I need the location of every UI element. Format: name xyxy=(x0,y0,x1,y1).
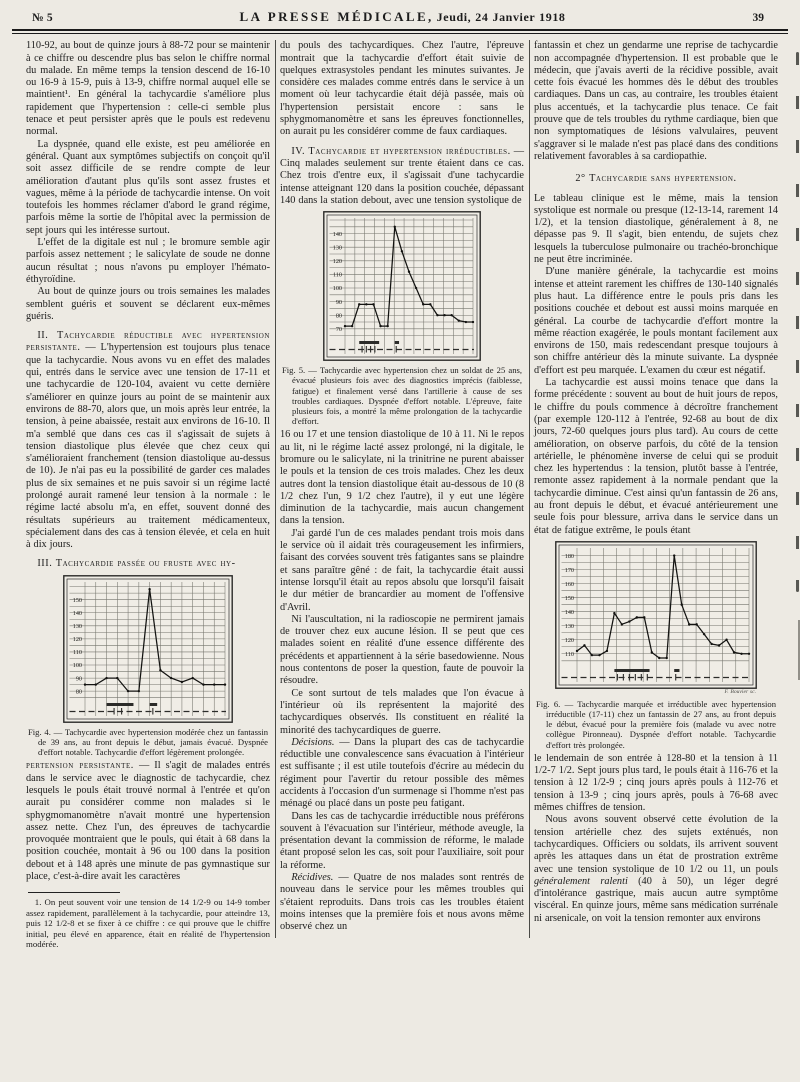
svg-text:140: 140 xyxy=(73,610,82,617)
svg-text:130: 130 xyxy=(565,623,574,630)
paragraph: le lendemain de son entrée à 128-80 et l… xyxy=(534,752,778,814)
section-iv-heading: IV. Tachycardie et hypertension irréduct… xyxy=(291,145,511,157)
masthead-title: LA PRESSE MÉDICALE, Jeudi, 24 Janvier 19… xyxy=(53,9,753,25)
paragraph: 16 ou 17 et une tension diastolique de 1… xyxy=(280,429,524,527)
svg-text:120: 120 xyxy=(333,258,342,265)
section-ii: II. Tachycardie réductible avec hyperten… xyxy=(26,330,270,551)
paragraph: Le tableau clinique est le même, mais la… xyxy=(534,192,778,266)
journal-date: Jeudi, 24 Janvier 1918 xyxy=(436,10,566,24)
masthead: № 5 LA PRESSE MÉDICALE, Jeudi, 24 Janvie… xyxy=(0,0,800,28)
page-number: 39 xyxy=(752,12,765,24)
fig5-tachycardia-chart: 140 130 120 110 100 90 80 70 xyxy=(280,211,524,362)
paragraph-text: — Cinq malades seulement sur trente étai… xyxy=(280,145,524,206)
recidives-label: Récidives. xyxy=(291,872,334,884)
section-iii-heading: III. Tachycardie passée ou fruste avec h… xyxy=(37,558,236,570)
paragraph: La tachycardie est aussi moins tenace qu… xyxy=(534,377,778,536)
paragraph: L'effet de la digitale est nul ; le brom… xyxy=(26,237,270,285)
column-center: du pouls des tachycardiques. Chez l'autr… xyxy=(280,40,524,933)
paragraph-text: Nous avons souvent observé cette évoluti… xyxy=(534,814,778,875)
section-iii-continuation: pertension persistante. xyxy=(26,760,134,772)
scan-artifact xyxy=(798,620,800,680)
figure-5: 140 130 120 110 100 90 80 70 Fig. 5. — Tachycar… xyxy=(280,211,524,426)
paragraph: fantassin et chez un gendarme une repris… xyxy=(534,40,778,162)
section-iii: III. Tachycardie passée ou fruste avec h… xyxy=(26,558,270,570)
paragraph: Nous avons souvent observé cette évoluti… xyxy=(534,814,778,925)
svg-text:120: 120 xyxy=(73,636,82,643)
paragraph: D'une manière générale, la tachycardie e… xyxy=(534,266,778,376)
header-rule xyxy=(12,29,788,35)
svg-text:140: 140 xyxy=(333,231,342,238)
column-left: 110-92, au bout de quinze jours à 88-72 … xyxy=(26,40,270,950)
columns-container: 110-92, au bout de quinze jours à 88-72 … xyxy=(0,34,800,950)
svg-text:110: 110 xyxy=(73,649,82,656)
svg-text:110: 110 xyxy=(565,651,574,658)
paragraph-text: — Quatre de nos malades sont rentrés de … xyxy=(280,872,524,933)
svg-text:140: 140 xyxy=(565,609,574,616)
svg-text:110: 110 xyxy=(333,272,342,279)
svg-text:80: 80 xyxy=(76,688,82,695)
paragraph: J'ai gardé l'un de ces malades pendant t… xyxy=(280,527,524,613)
svg-text:90: 90 xyxy=(336,299,342,306)
section-2-heading: 2° Tachycardie sans hypertension. xyxy=(534,173,778,185)
fig4-caption: Fig. 4. — Tachycardie avec hypertension … xyxy=(28,726,268,758)
scan-artifact xyxy=(796,52,799,592)
fig6-tachycardia-chart: 180 170 160 150 140 130 120 110 xyxy=(534,540,778,689)
paragraph: Ni l'auscultation, ni la radioscopie ne … xyxy=(280,613,524,687)
paragraph: Dans les cas de tachycardie irréductible… xyxy=(280,810,524,871)
svg-text:150: 150 xyxy=(565,595,574,602)
paragraph-decisions: Décisions. — Dans la plupart des cas de … xyxy=(280,737,524,811)
paragraph: 110-92, au bout de quinze jours à 88-72 … xyxy=(26,40,270,138)
svg-text:150: 150 xyxy=(73,597,82,604)
section-iv: IV. Tachycardie et hypertension irréduct… xyxy=(280,146,524,207)
footnote: 1. On peut souvent voir une tension de 1… xyxy=(26,897,270,950)
svg-text:100: 100 xyxy=(333,285,342,292)
svg-text:100: 100 xyxy=(73,662,82,669)
footnote-rule xyxy=(28,892,120,894)
journal-title: LA PRESSE MÉDICALE, xyxy=(239,9,434,24)
decisions-label: Décisions. xyxy=(291,736,335,748)
fig6-caption: Fig. 6. — Tachycardie marquée et irréduc… xyxy=(536,698,776,750)
svg-text:80: 80 xyxy=(336,313,342,320)
svg-text:170: 170 xyxy=(565,567,574,574)
svg-text:90: 90 xyxy=(76,675,82,682)
paragraph: pertension persistante. — Il s'agit de m… xyxy=(26,760,270,883)
svg-text:130: 130 xyxy=(333,245,342,252)
paragraph-recidives: Récidives. — Quatre de nos malades sont … xyxy=(280,872,524,933)
svg-text:180: 180 xyxy=(565,553,574,560)
engraver-signature: F. Bouvier sc. xyxy=(724,688,756,695)
svg-text:160: 160 xyxy=(565,581,574,588)
paragraph-text: — Il s'agit de malades entrés dans le se… xyxy=(26,760,270,883)
paragraph: La dyspnée, quand elle existe, est peu a… xyxy=(26,138,270,236)
issue-number: № 5 xyxy=(32,12,53,24)
column-divider xyxy=(270,40,280,950)
figure-6: 180 170 160 150 140 130 120 110 F. Bouvier sc. … xyxy=(534,540,778,750)
paragraph-text: — Dans la plupart des cas de tachycardie… xyxy=(280,736,524,810)
paragraph: Au bout de quinze jours ou trois semaine… xyxy=(26,286,270,322)
section-ii-heading: II. Tachycardie réductible avec hyperten… xyxy=(26,330,270,354)
fig4-tachycardia-chart: 150 140 130 120 110 100 90 80 xyxy=(26,574,270,723)
figure-4: 150 140 130 120 110 100 90 80 Fig. 4. — Tachyca… xyxy=(26,574,270,758)
paragraph-text: (40 à 50), un léger degré d'intolérance … xyxy=(534,875,778,924)
paragraph: Ce sont surtout de tels malades que l'on… xyxy=(280,687,524,736)
paragraph-text: — L'hypertension est toujours plus tenac… xyxy=(26,342,270,551)
fig5-caption: Fig. 5. — Tachycardie avec hypertension … xyxy=(282,365,522,427)
svg-text:130: 130 xyxy=(73,623,82,630)
svg-text:120: 120 xyxy=(565,637,574,644)
svg-text:70: 70 xyxy=(336,326,342,333)
column-right: fantassin et chez un gendarme une repris… xyxy=(534,40,778,925)
italic-phrase: généralement ralenti xyxy=(534,875,628,887)
section-2-heading-text: 2° Tachycardie sans hypertension. xyxy=(575,173,737,185)
paragraph: du pouls des tachycardiques. Chez l'autr… xyxy=(280,40,524,138)
column-divider xyxy=(524,40,534,950)
